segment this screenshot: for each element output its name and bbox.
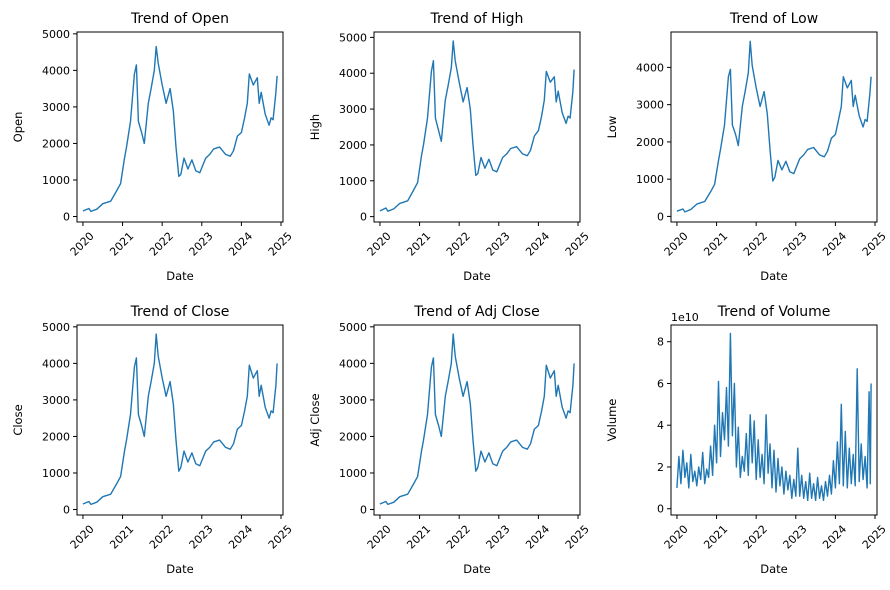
chart-title: Trend of Close [130,304,230,320]
y-tick-label: 6 [657,377,664,390]
axes-frame [373,324,581,516]
y-tick-label: 3000 [339,103,367,116]
chart-title: Trend of Open [130,11,229,27]
series-line [82,333,278,506]
y-tick-label: 4000 [636,61,664,74]
chart-title: Trend of Adj Close [413,304,539,320]
y-tick-label: 5000 [42,321,70,334]
x-axis-label: Date [463,562,491,576]
y-tick-label: 0 [360,504,367,517]
y-tick-label: 2000 [339,430,367,443]
y-tick-label: 4000 [42,357,70,370]
y-axis-label: Close [11,404,25,435]
y-tick-label: 3000 [42,101,70,114]
y-tick-label: 0 [63,504,70,517]
y-tick-label: 2000 [42,430,70,443]
y-tick-label: 1000 [42,174,70,187]
y-tick-label: 0 [657,210,664,223]
axes-frame [76,31,284,223]
y-tick-label: 0 [657,503,664,516]
y-offset-text: 1e10 [671,311,699,324]
series-line [82,45,278,213]
y-tick-label: 0 [63,211,70,224]
y-axis-label: Low [605,116,619,139]
y-tick-label: 8 [657,336,664,349]
y-axis-label: Open [11,112,25,143]
y-tick-label: 5000 [339,321,367,334]
y-tick-label: 2000 [636,136,664,149]
y-tick-label: 2000 [339,139,367,152]
chart-title: Trend of High [430,11,524,27]
axes-frame [373,31,581,223]
series-line [379,40,575,212]
y-tick-label: 4000 [339,357,367,370]
axes-frame [670,31,878,223]
x-axis-label: Date [760,269,788,283]
y-tick-label: 3000 [636,99,664,112]
y-tick-label: 2000 [42,137,70,150]
y-tick-label: 1000 [636,173,664,186]
y-tick-label: 1000 [339,175,367,188]
y-tick-label: 5000 [339,31,367,44]
series-line [379,333,575,506]
y-tick-label: 4000 [339,67,367,80]
y-axis-label: Volume [605,399,619,442]
y-tick-label: 1000 [42,467,70,480]
y-tick-label: 4 [657,419,664,432]
x-axis-label: Date [166,562,194,576]
x-axis-label: Date [166,269,194,283]
y-axis-label: High [308,114,322,140]
y-tick-label: 1000 [339,467,367,480]
axes-frame [76,324,284,516]
y-tick-label: 3000 [42,394,70,407]
series-line [676,40,872,213]
y-tick-label: 2 [657,461,664,474]
x-axis-label: Date [463,269,491,283]
y-axis-label: Adj Close [308,393,322,446]
chart-title: Trend of Volume [717,304,831,320]
y-tick-label: 3000 [339,394,367,407]
y-tick-label: 0 [360,211,367,224]
y-tick-label: 4000 [42,64,70,77]
axes-frame [670,324,878,516]
chart-title: Trend of Low [729,11,818,27]
y-tick-label: 5000 [42,28,70,41]
x-axis-label: Date [760,562,788,576]
series-line [676,332,872,502]
